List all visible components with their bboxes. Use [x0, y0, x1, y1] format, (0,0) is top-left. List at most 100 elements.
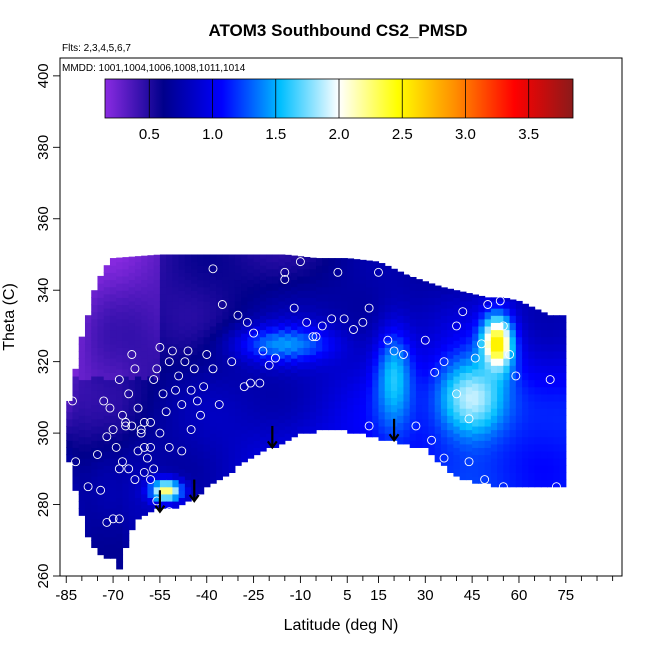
heatmap-cell [547, 372, 554, 381]
heatmap-cell [515, 365, 523, 373]
heatmap-cell [247, 350, 255, 359]
heatmap-cell [415, 311, 423, 320]
heatmap-cell [272, 397, 280, 406]
heatmap-cell [103, 443, 111, 452]
heatmap-cell [515, 322, 523, 331]
heatmap-cell [484, 325, 492, 334]
heatmap-cell [159, 265, 167, 273]
heatmap-cell [128, 350, 136, 359]
heatmap-cell [497, 443, 504, 452]
heatmap-cell [166, 472, 173, 481]
heatmap-cell [559, 479, 567, 488]
heatmap-cell [116, 368, 124, 377]
heatmap-cell [297, 383, 305, 391]
heatmap-cell [216, 408, 223, 416]
heatmap-cell [222, 375, 230, 384]
heatmap-cell [172, 286, 180, 295]
heatmap-cell [153, 308, 161, 316]
heatmap-cell [559, 415, 567, 423]
heatmap-cell [141, 258, 149, 266]
observation-point [180, 357, 190, 367]
heatmap-cell [216, 450, 223, 459]
heatmap-cell [465, 465, 473, 473]
heatmap-cell [203, 308, 211, 316]
heatmap-cell [159, 322, 167, 331]
heatmap-cell [453, 447, 461, 456]
heatmap-cell [472, 454, 479, 463]
heatmap-cell [447, 443, 454, 452]
heatmap-cell [234, 265, 242, 273]
heatmap-cell [534, 309, 542, 316]
heatmap-cell [309, 257, 317, 263]
heatmap-cell [222, 361, 230, 370]
heatmap-cell [91, 304, 99, 313]
heatmap-cell [122, 418, 130, 427]
heatmap-cell [166, 393, 173, 402]
heatmap-cell [559, 336, 567, 345]
heatmap-cell [191, 440, 198, 448]
heatmap-cell [328, 308, 336, 316]
heatmap-cell [147, 390, 155, 398]
heatmap-cell [72, 390, 80, 398]
observation-point [302, 317, 312, 327]
heatmap-cell [453, 461, 461, 470]
heatmap-cell [547, 400, 554, 409]
heatmap-cell [153, 300, 161, 309]
heatmap-cell [266, 290, 273, 298]
heatmap-cell [147, 454, 155, 463]
heatmap-cell [159, 272, 167, 281]
heatmap-cell [547, 479, 554, 488]
heatmap-cell [291, 315, 298, 323]
heatmap-cell [116, 433, 124, 441]
heatmap-cell [484, 361, 492, 370]
observation-point [233, 310, 243, 320]
heatmap-cell [347, 268, 355, 277]
heatmap-cell [266, 254, 273, 263]
heatmap-cell [166, 265, 173, 273]
heatmap-cell [384, 418, 392, 427]
heatmap-cell [247, 329, 255, 338]
heatmap-cell [334, 336, 342, 345]
heatmap-cell [141, 350, 149, 359]
heatmap-cell [440, 287, 448, 295]
heatmap-cell [234, 429, 242, 438]
heatmap-cell [153, 329, 161, 338]
heatmap-cell [203, 400, 211, 409]
heatmap-cell [178, 497, 186, 506]
heatmap-cell [459, 386, 467, 395]
heatmap-cell [284, 261, 292, 270]
heatmap-cell [178, 483, 186, 491]
heatmap-cell [122, 368, 130, 377]
heatmap-cell [378, 318, 386, 327]
heatmap-cell [134, 368, 142, 377]
heatmap-cell [453, 297, 461, 306]
heatmap-cell [428, 418, 436, 427]
heatmap-cell [91, 375, 99, 384]
heatmap-cell [409, 340, 417, 348]
heatmap-cell [472, 468, 479, 477]
heatmap-cell [490, 386, 498, 395]
heatmap-cell [278, 286, 286, 295]
heatmap-cell [128, 365, 136, 373]
heatmap-cell [122, 333, 130, 341]
heatmap-cell [472, 297, 479, 306]
heatmap-cell [397, 343, 405, 352]
heatmap-cell [434, 411, 442, 420]
heatmap-cell [109, 358, 117, 366]
heatmap-cell [203, 443, 211, 452]
heatmap-cell [178, 297, 186, 306]
heatmap-cell [472, 311, 479, 320]
heatmap-cell [559, 379, 567, 388]
heatmap-cell [153, 408, 161, 416]
heatmap-cell [78, 336, 86, 345]
heatmap-cell [234, 436, 242, 445]
heatmap-cell [109, 500, 117, 509]
heatmap-cell [234, 350, 242, 359]
heatmap-cell [253, 325, 261, 334]
heatmap-cell [159, 422, 167, 431]
heatmap-cell [153, 472, 161, 481]
colorbar-tick-label: 3.5 [518, 126, 539, 143]
heatmap-cell [397, 322, 405, 331]
heatmap-cell [384, 290, 392, 298]
heatmap-cell [197, 329, 205, 338]
